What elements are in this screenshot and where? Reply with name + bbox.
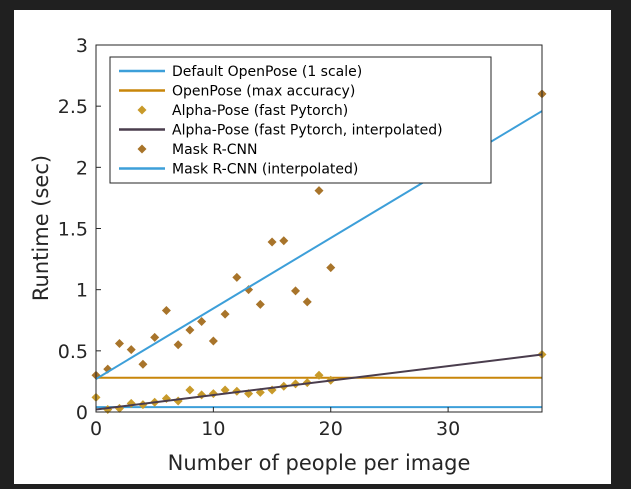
x-axis-label: Number of people per image (168, 451, 471, 475)
legend-label: OpenPose (max accuracy) (172, 84, 355, 100)
data-point (267, 237, 277, 247)
y-tick-label: 1.5 (58, 219, 88, 241)
data-point (138, 359, 148, 369)
data-point (150, 332, 160, 342)
data-point (326, 263, 336, 273)
data-point (126, 345, 136, 355)
data-point (220, 385, 230, 395)
series-3 (95, 353, 543, 411)
data-point (232, 272, 242, 282)
data-point (302, 297, 312, 307)
data-point (255, 299, 265, 309)
legend-label: Alpha-Pose (fast Pytorch, interpolated) (172, 123, 443, 139)
data-point (208, 336, 218, 346)
x-tick-label: 30 (436, 418, 460, 440)
legend-swatch-marker (137, 105, 147, 115)
data-point (291, 286, 301, 296)
data-point (161, 305, 171, 315)
data-point (314, 186, 324, 196)
data-point (197, 316, 207, 326)
legend: Default OpenPose (1 scale) OpenPose (max … (109, 56, 492, 184)
legend-box (109, 56, 492, 184)
y-tick-label: 2.5 (58, 96, 88, 118)
y-tick-label: 0.5 (58, 341, 88, 363)
y-tick-label: 0 (76, 402, 88, 424)
y-tick-label: 1 (76, 280, 88, 302)
data-point (185, 385, 195, 395)
legend-label: Default OpenPose (1 scale) (172, 64, 362, 80)
legend-swatch-marker (137, 144, 147, 154)
legend-label: Mask R-CNN (interpolated) (172, 162, 358, 178)
legend-label: Alpha-Pose (fast Pytorch) (172, 103, 348, 119)
y-axis-label: Runtime (sec) (29, 155, 53, 301)
figure: 0 10 20 30 0 0.5 1 1.5 2 2.5 3 Number of people pe… (14, 10, 611, 484)
x-tick-label: 10 (201, 418, 225, 440)
data-point (279, 236, 289, 246)
data-point (314, 370, 324, 380)
x-tick-label: 0 (90, 418, 102, 440)
data-point (114, 338, 124, 348)
data-point (173, 340, 183, 350)
series-line (95, 353, 543, 411)
y-tick-label: 3 (76, 35, 88, 57)
y-tick-label: 2 (76, 157, 88, 179)
legend-label: Mask R-CNN (172, 142, 257, 158)
series-4 (91, 89, 547, 380)
runtime-chart: 0 10 20 30 0 0.5 1 1.5 2 2.5 3 Number of people pe… (29, 35, 547, 475)
x-tick-label: 20 (319, 418, 343, 440)
data-point (220, 309, 230, 319)
data-point (185, 325, 195, 335)
data-point (244, 285, 254, 295)
